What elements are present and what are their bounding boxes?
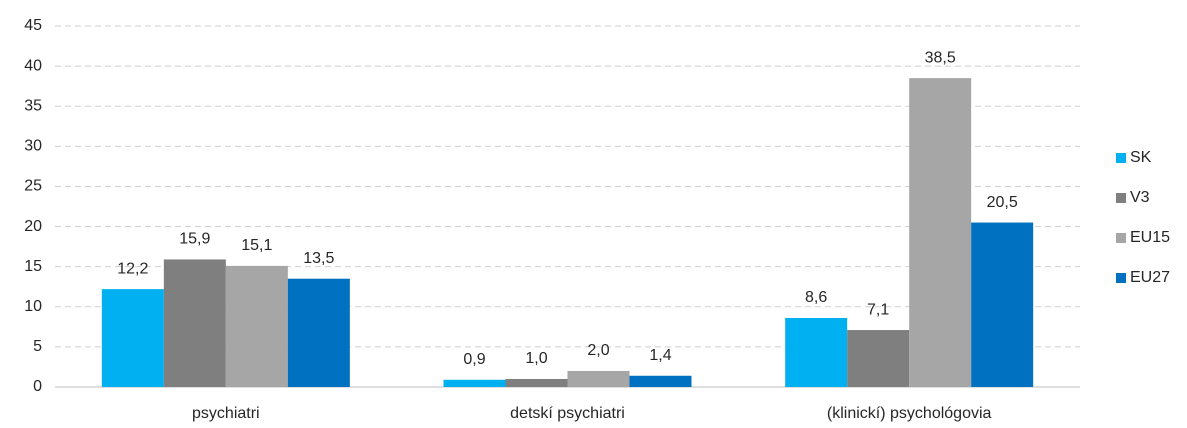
y-tick-label: 35 (24, 97, 42, 114)
value-label: 13,5 (303, 250, 334, 267)
value-label: 0,9 (463, 351, 485, 368)
y-tick-label: 0 (33, 378, 42, 395)
legend-label: EU27 (1130, 269, 1170, 286)
bar (287, 278, 350, 387)
x-tick-label: psychiatri (192, 405, 260, 422)
x-tick-label: (klinickí) psychológovia (827, 405, 992, 422)
y-tick-label: 25 (24, 178, 42, 195)
y-tick-label: 40 (24, 57, 42, 74)
value-label: 12,2 (117, 260, 148, 277)
legend-swatch (1116, 193, 1126, 203)
y-tick-label: 45 (24, 17, 42, 34)
value-label: 2,0 (587, 342, 609, 359)
legend-label: EU15 (1130, 229, 1170, 246)
value-label: 1,0 (525, 350, 547, 367)
value-label: 7,1 (867, 301, 889, 318)
bar (225, 265, 288, 387)
value-label: 15,9 (179, 231, 210, 248)
value-label: 15,1 (241, 237, 272, 254)
y-tick-label: 20 (24, 218, 42, 235)
bar (443, 379, 506, 387)
legend-label: V3 (1130, 189, 1150, 206)
bar (505, 378, 568, 387)
bar (847, 330, 910, 387)
legend-swatch (1116, 153, 1126, 163)
bar (163, 259, 226, 387)
y-tick-label: 30 (24, 138, 42, 155)
value-label: 8,6 (805, 289, 827, 306)
y-tick-label: 10 (24, 298, 42, 315)
value-label: 20,5 (987, 194, 1018, 211)
bar (629, 375, 692, 387)
bar (101, 289, 164, 387)
y-tick-label: 15 (24, 258, 42, 275)
bar (785, 318, 848, 387)
x-tick-label: detskí psychiatri (510, 405, 625, 422)
value-label: 38,5 (925, 49, 956, 66)
legend-label: SK (1130, 149, 1152, 166)
y-tick-label: 5 (33, 338, 42, 355)
legend-swatch (1116, 273, 1126, 283)
bar (971, 222, 1034, 387)
bar (909, 78, 972, 388)
bar (567, 370, 630, 387)
legend-swatch (1116, 233, 1126, 243)
value-label: 1,4 (649, 347, 671, 364)
